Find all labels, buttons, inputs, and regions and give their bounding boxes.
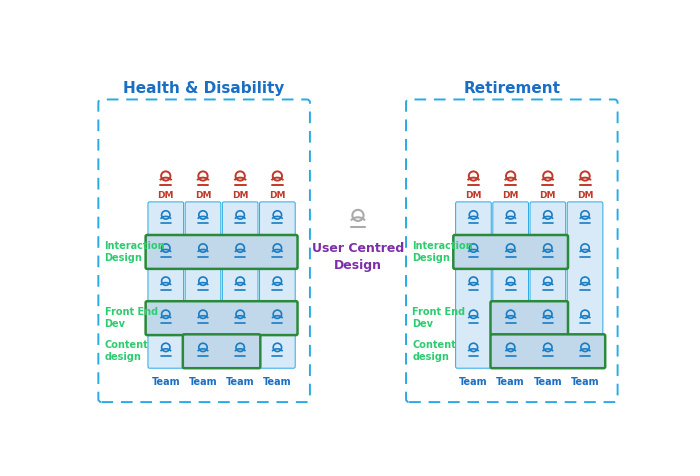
Text: DM: DM bbox=[269, 191, 286, 200]
FancyBboxPatch shape bbox=[491, 301, 568, 335]
Text: Front End
Dev: Front End Dev bbox=[412, 307, 466, 329]
Text: DM: DM bbox=[540, 191, 556, 200]
Text: Front End
Dev: Front End Dev bbox=[104, 307, 158, 329]
Text: Team: Team bbox=[189, 377, 217, 387]
FancyBboxPatch shape bbox=[530, 202, 566, 368]
Text: Team: Team bbox=[570, 377, 599, 387]
FancyBboxPatch shape bbox=[146, 301, 298, 335]
Text: Retirement: Retirement bbox=[463, 81, 560, 97]
Text: Team: Team bbox=[496, 377, 525, 387]
Text: DM: DM bbox=[158, 191, 174, 200]
Text: DM: DM bbox=[577, 191, 594, 200]
Text: DM: DM bbox=[195, 191, 211, 200]
Text: Content
design: Content design bbox=[104, 340, 148, 362]
Text: Team: Team bbox=[459, 377, 488, 387]
Text: User Centred
Design: User Centred Design bbox=[312, 242, 404, 272]
FancyBboxPatch shape bbox=[223, 202, 258, 368]
Text: Team: Team bbox=[151, 377, 180, 387]
FancyBboxPatch shape bbox=[454, 235, 568, 269]
Text: Interaction
Design: Interaction Design bbox=[104, 241, 165, 263]
Text: DM: DM bbox=[232, 191, 248, 200]
Text: Content
design: Content design bbox=[412, 340, 456, 362]
Text: Health & Disability: Health & Disability bbox=[123, 81, 285, 97]
FancyBboxPatch shape bbox=[148, 202, 183, 368]
FancyBboxPatch shape bbox=[567, 202, 603, 368]
Text: Team: Team bbox=[263, 377, 292, 387]
FancyBboxPatch shape bbox=[260, 202, 295, 368]
FancyBboxPatch shape bbox=[456, 202, 491, 368]
FancyBboxPatch shape bbox=[491, 334, 606, 368]
Text: Team: Team bbox=[226, 377, 255, 387]
FancyBboxPatch shape bbox=[185, 202, 220, 368]
Text: DM: DM bbox=[503, 191, 519, 200]
Text: DM: DM bbox=[466, 191, 482, 200]
Text: Team: Team bbox=[533, 377, 562, 387]
FancyBboxPatch shape bbox=[493, 202, 528, 368]
FancyBboxPatch shape bbox=[183, 334, 260, 368]
Text: Interaction
Design: Interaction Design bbox=[412, 241, 473, 263]
FancyBboxPatch shape bbox=[146, 235, 298, 269]
